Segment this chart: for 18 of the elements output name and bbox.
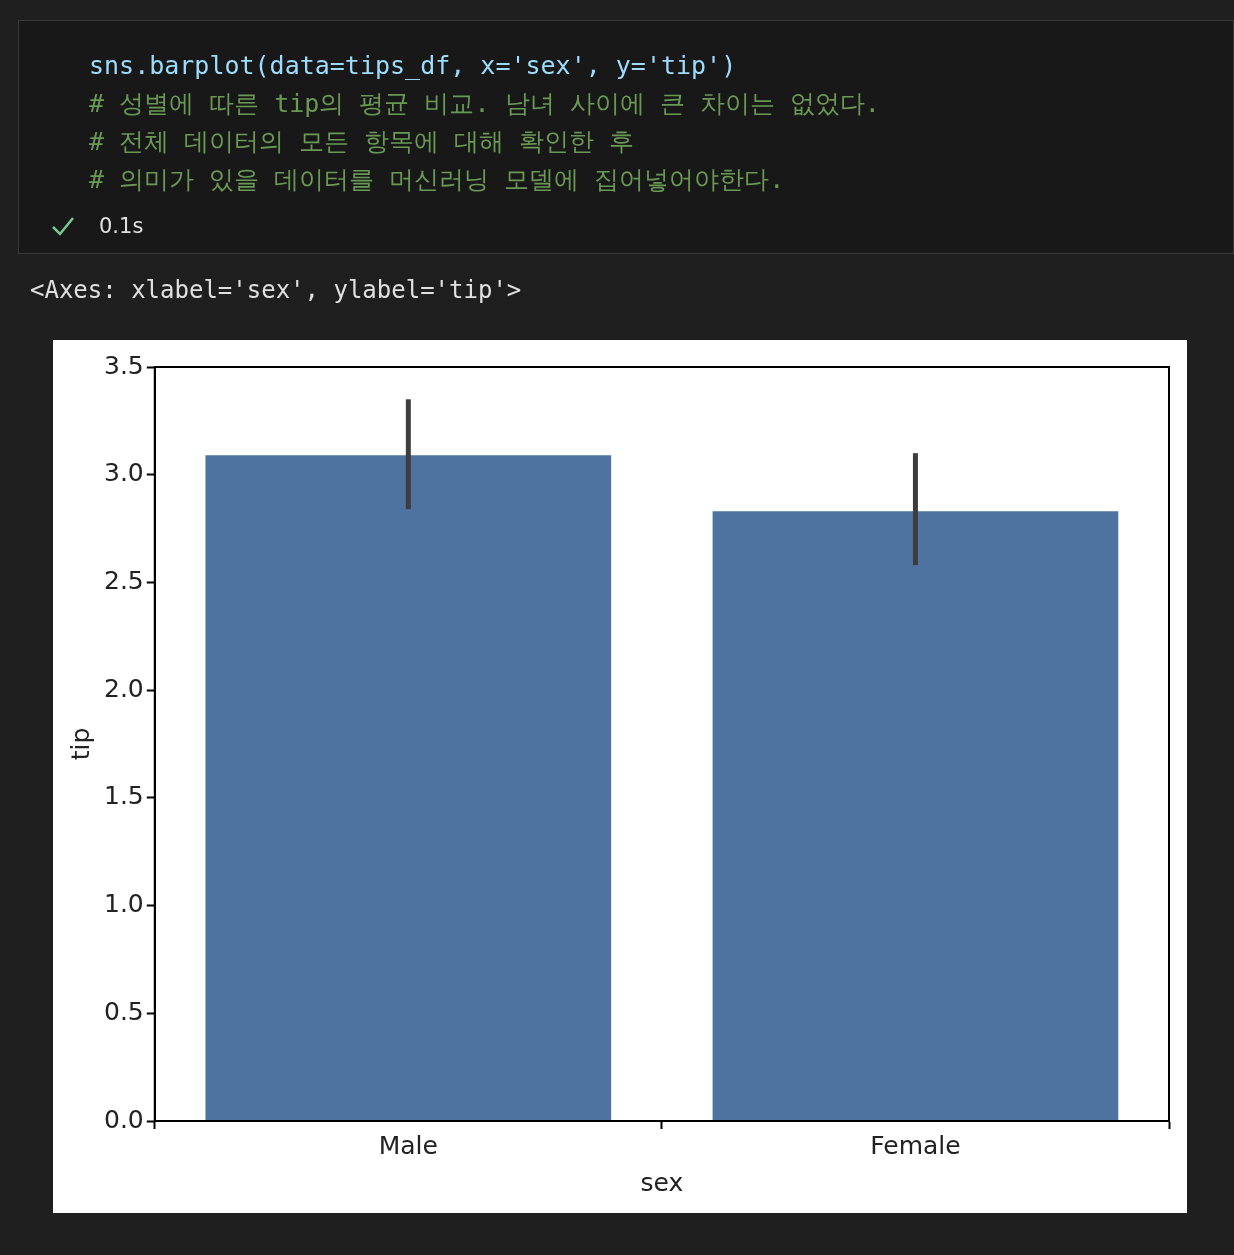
text: # 성별에 따른 tip의 평균 비교. 남녀 사이에 큰 차이는 없었다. (89, 88, 881, 120)
x-axis-title: sex (640, 1167, 684, 1197)
text: sns.barplot(data=tips_df, x='sex', y='tip') (89, 50, 738, 82)
y-tick-label: 2.0 (103, 673, 144, 703)
y-tick-label: 0.5 (103, 996, 144, 1026)
x-tick-label: Male (378, 1130, 438, 1160)
y-tick-label: 1.5 (103, 781, 144, 811)
y-axis-title: tip (65, 727, 95, 761)
text: # 의미가 있을 데이터를 머신러닝 모델에 집어넣어야한다. (89, 164, 786, 196)
x-tick-label: Female (870, 1130, 961, 1160)
text: 0.1s (99, 213, 144, 240)
y-tick-label: 1.0 (103, 889, 144, 919)
y-tick-label: 3.0 (103, 458, 144, 488)
y-tick-label: 3.5 (103, 350, 144, 380)
text: # 전체 데이터의 모든 항목에 대해 확인한 후 (89, 126, 636, 158)
text: <Axes: xlabel='sex', ylabel='tip'> (30, 276, 523, 304)
y-tick-label: 2.5 (103, 565, 144, 595)
y-tick-label: 0.0 (103, 1104, 144, 1134)
